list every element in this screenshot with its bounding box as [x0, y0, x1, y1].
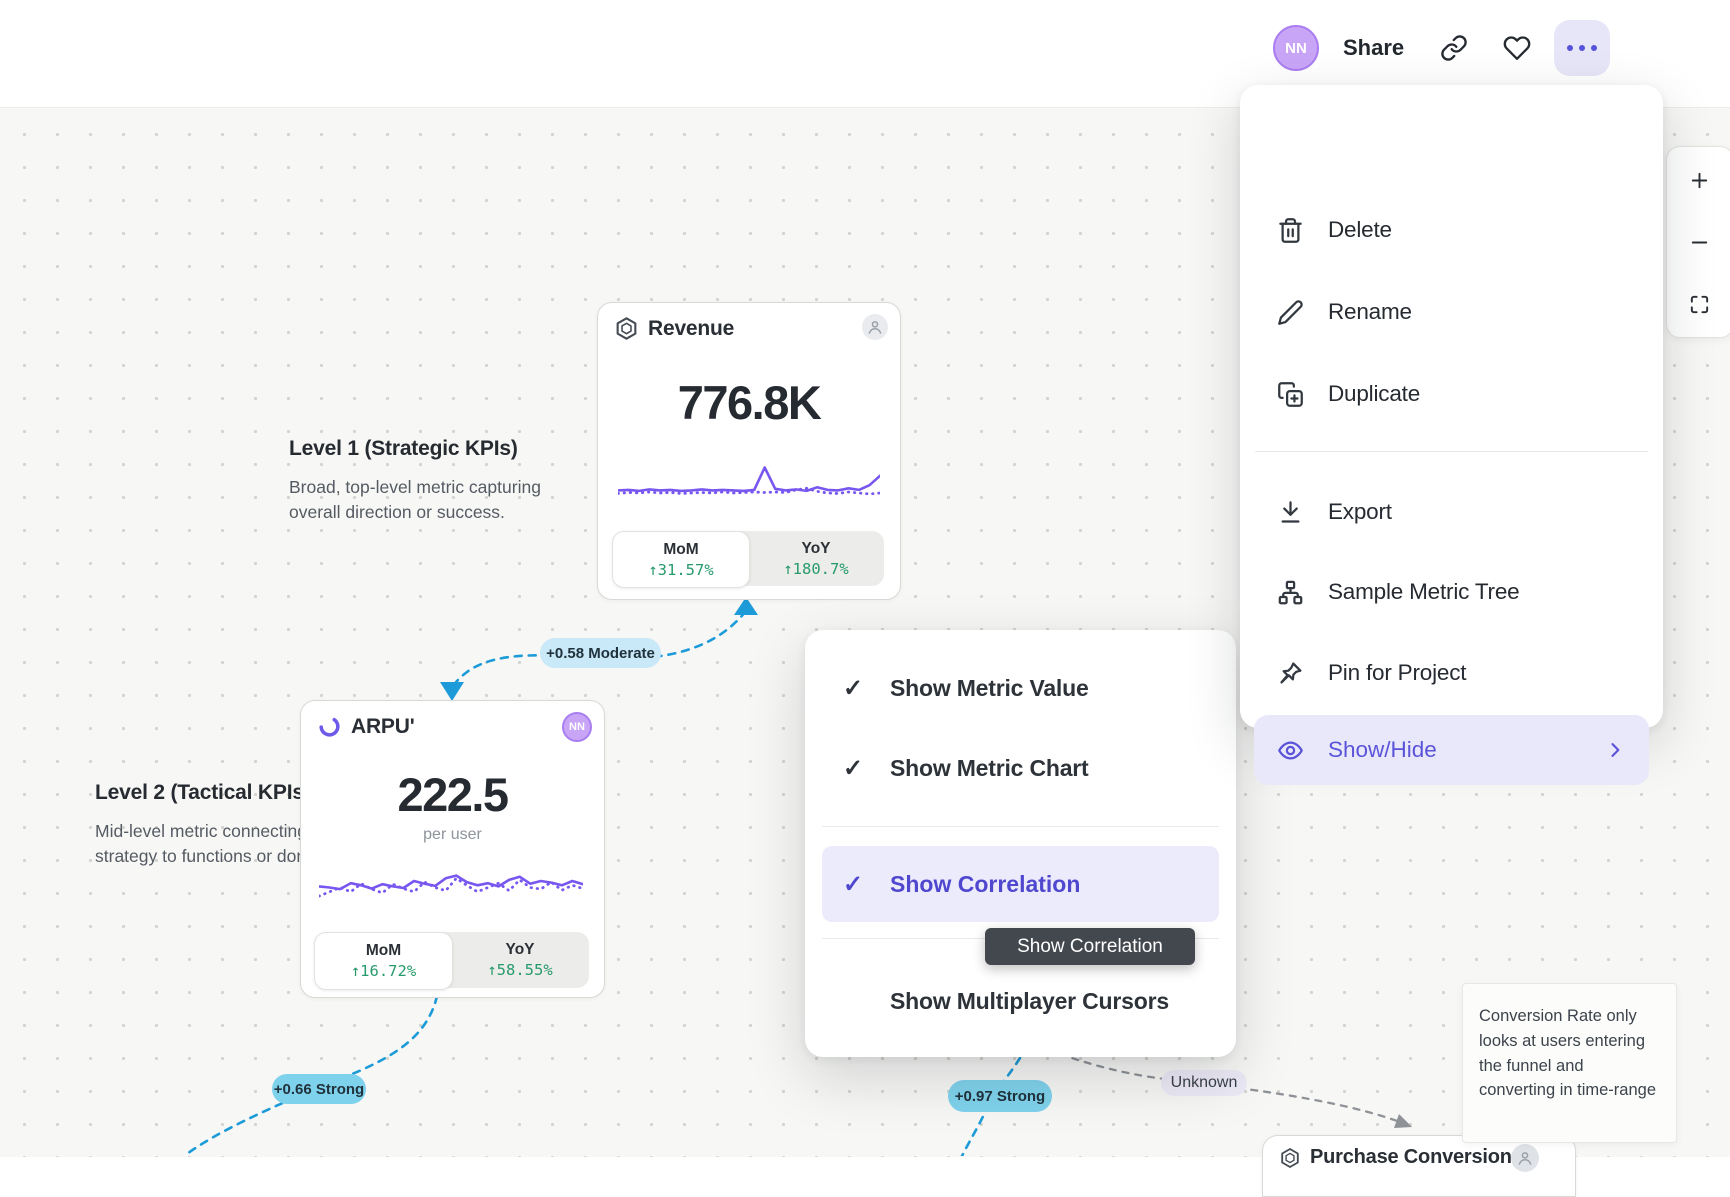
- yoy-value: ↑180.7%: [783, 559, 849, 578]
- trash-icon: [1277, 217, 1304, 244]
- yoy-value: ↑58.55%: [487, 961, 553, 979]
- level2-title: Level 2 (Tactical KPIs): [95, 781, 311, 804]
- metric-card-purchase-conversion[interactable]: Purchase Conversion R: [1262, 1135, 1576, 1197]
- arpu-mom-tab[interactable]: MoM ↑16.72%: [314, 932, 453, 990]
- correlation-badge-unknown[interactable]: Unknown: [1161, 1070, 1247, 1096]
- menu-divider: [1255, 451, 1648, 452]
- fit-view-button[interactable]: [1667, 275, 1730, 333]
- arpu-period-toggle: MoM ↑16.72% YoY ↑58.55%: [314, 932, 589, 990]
- pencil-icon: [1277, 299, 1304, 326]
- arpu-yoy-tab[interactable]: YoY ↑58.55%: [451, 932, 589, 988]
- level1-label[interactable]: Level 1 (Strategic KPIs) Broad, top-leve…: [289, 437, 569, 526]
- level2-label[interactable]: Level 2 (Tactical KPIs) Mid-level metric…: [95, 781, 395, 870]
- check-icon: ✓: [843, 754, 864, 782]
- note-text: Conversion Rate only looks at users ente…: [1479, 1007, 1657, 1100]
- zoom-in-button[interactable]: [1667, 151, 1730, 209]
- eye-icon: [1277, 737, 1304, 764]
- check-icon: ✓: [843, 674, 864, 702]
- chevron-right-icon: [1605, 740, 1625, 760]
- zoom-controls: [1666, 146, 1730, 338]
- metric-value: 222.5: [397, 768, 509, 821]
- owner-avatar: [862, 314, 888, 340]
- card-title: ARPU': [351, 714, 415, 738]
- user-avatar[interactable]: NN: [1273, 25, 1319, 71]
- expand-icon: [1690, 295, 1708, 313]
- duplicate-icon: [1277, 381, 1304, 408]
- minus-icon: [1691, 241, 1707, 243]
- mom-label: MoM: [365, 942, 402, 959]
- pushpin-icon: [1277, 660, 1304, 687]
- menu-item-sample-metric-tree[interactable]: Sample Metric Tree: [1240, 562, 1663, 622]
- revenue-sparkline: [618, 466, 880, 496]
- person-icon: [868, 321, 882, 334]
- menu-item-rename[interactable]: Rename: [1240, 282, 1663, 342]
- submenu-item-show-metric-value[interactable]: ✓ Show Metric Value: [843, 674, 1089, 702]
- submenu-divider: [822, 826, 1219, 827]
- menu-item-pin-for-project[interactable]: Pin for Project: [1240, 643, 1663, 703]
- favorite-heart-icon[interactable]: [1503, 34, 1531, 62]
- more-options-button[interactable]: [1554, 20, 1610, 76]
- person-icon: [1518, 1152, 1532, 1165]
- arc-spinner-icon: [319, 716, 340, 737]
- plus-icon: [1691, 172, 1707, 188]
- owner-avatar: [1511, 1144, 1539, 1172]
- check-icon: ✓: [843, 870, 864, 898]
- share-button[interactable]: Share: [1343, 35, 1405, 60]
- submenu-item-show-correlation[interactable]: ✓ Show Correlation: [822, 846, 1219, 922]
- level2-description: Mid-level metric connecting strategy to …: [95, 821, 348, 867]
- hexagon-icon: [1281, 1147, 1299, 1168]
- context-menu: Delete Rename Duplicate Export Sample Me…: [1240, 85, 1663, 785]
- menu-item-export[interactable]: Export: [1240, 482, 1663, 542]
- metric-value: 776.8K: [677, 376, 822, 429]
- metric-unit: per user: [423, 826, 482, 843]
- correlation-badge-strong-2[interactable]: +0.97 Strong: [948, 1080, 1052, 1112]
- yoy-label: YoY: [801, 539, 831, 557]
- mom-label: MoM: [663, 540, 699, 558]
- mom-value: ↑31.57%: [648, 560, 714, 579]
- level1-description: Broad, top-level metric capturing overal…: [289, 477, 541, 523]
- revenue-period-toggle: MoM ↑31.57% YoY ↑180.7%: [612, 531, 884, 588]
- hexagon-icon: [616, 317, 637, 340]
- submenu-item-show-metric-chart[interactable]: ✓ Show Metric Chart: [843, 754, 1089, 782]
- card-title: Purchase Conversion R: [1310, 1146, 1532, 1168]
- tree-icon: [1277, 579, 1304, 606]
- zoom-out-button[interactable]: [1667, 213, 1730, 271]
- download-icon: [1277, 499, 1304, 526]
- link-icon[interactable]: [1440, 34, 1468, 62]
- mom-value: ↑16.72%: [350, 962, 417, 980]
- revenue-yoy-tab[interactable]: YoY ↑180.7%: [748, 531, 884, 586]
- submenu-item-show-multiplayer-cursors[interactable]: Show Multiplayer Cursors: [890, 987, 1169, 1014]
- level1-title: Level 1 (Strategic KPIs): [289, 437, 518, 460]
- revenue-mom-tab[interactable]: MoM ↑31.57%: [612, 531, 750, 588]
- arpu-sparkline: [319, 874, 583, 898]
- collaborator-avatar: NN: [562, 712, 592, 742]
- menu-item-show-hide[interactable]: Show/Hide: [1254, 715, 1649, 785]
- canvas-note[interactable]: Conversion Rate only looks at users ente…: [1462, 983, 1677, 1143]
- correlation-badge-strong-1[interactable]: +0.66 Strong: [272, 1074, 366, 1104]
- tooltip: Show Correlation: [985, 928, 1195, 965]
- yoy-label: YoY: [505, 941, 535, 958]
- card-title: Revenue: [648, 316, 735, 340]
- menu-item-delete[interactable]: Delete: [1240, 200, 1663, 260]
- correlation-badge-moderate[interactable]: +0.58 Moderate: [540, 638, 661, 668]
- menu-item-duplicate[interactable]: Duplicate: [1240, 364, 1663, 424]
- show-hide-submenu: ✓ Show Metric Value ✓ Show Metric Chart …: [805, 630, 1236, 1057]
